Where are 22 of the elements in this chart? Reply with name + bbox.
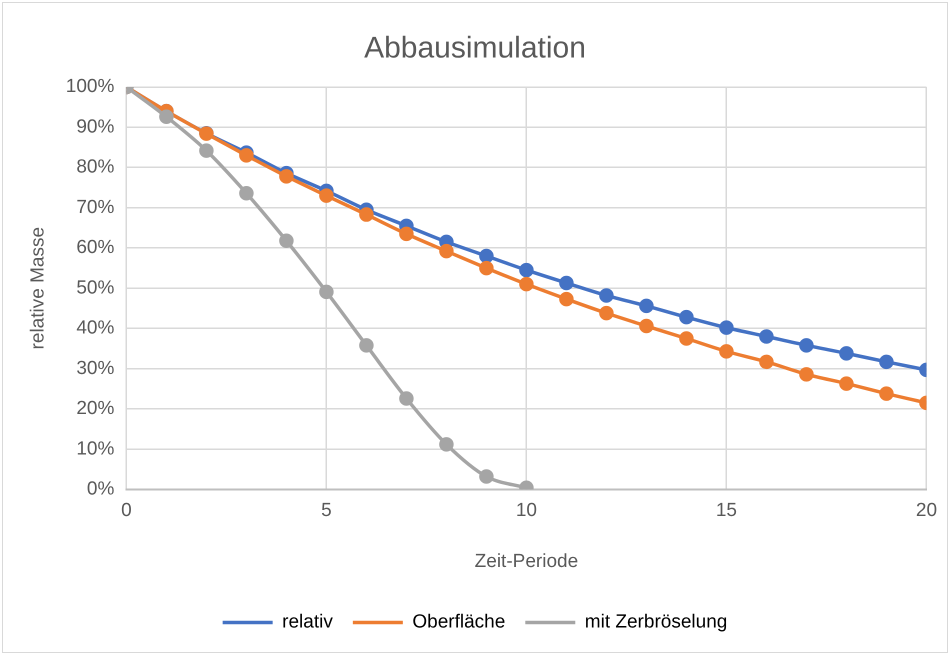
legend-label: mit Zerbröselung xyxy=(584,612,728,633)
x-tick-label: 0 xyxy=(121,500,132,522)
y-tick-label: 100% xyxy=(66,76,114,98)
x-tick-label: 10 xyxy=(516,500,537,522)
y-axis-title: relative Masse xyxy=(28,226,49,350)
y-tick-label: 30% xyxy=(76,358,114,379)
legend-label: Oberfläche xyxy=(412,612,506,633)
y-tick-label: 40% xyxy=(76,318,114,339)
x-tick-label: 15 xyxy=(716,500,737,522)
y-tick-label: 70% xyxy=(76,196,114,218)
y-tick-label: 60% xyxy=(76,237,114,258)
chart-title: Abbausimulation xyxy=(364,31,586,64)
y-tick-label: 10% xyxy=(76,438,114,460)
legend-label: relativ xyxy=(282,612,334,633)
y-tick-label: 20% xyxy=(76,398,114,420)
x-tick-label: 20 xyxy=(916,500,938,522)
y-tick-label: 50% xyxy=(76,277,114,298)
y-tick-label: 90% xyxy=(76,116,114,138)
y-tick-label: 0% xyxy=(86,478,114,500)
x-axis-title: Zeit-Periode xyxy=(474,550,578,572)
y-tick-label: 80% xyxy=(76,156,114,178)
x-tick-label: 5 xyxy=(321,500,332,522)
